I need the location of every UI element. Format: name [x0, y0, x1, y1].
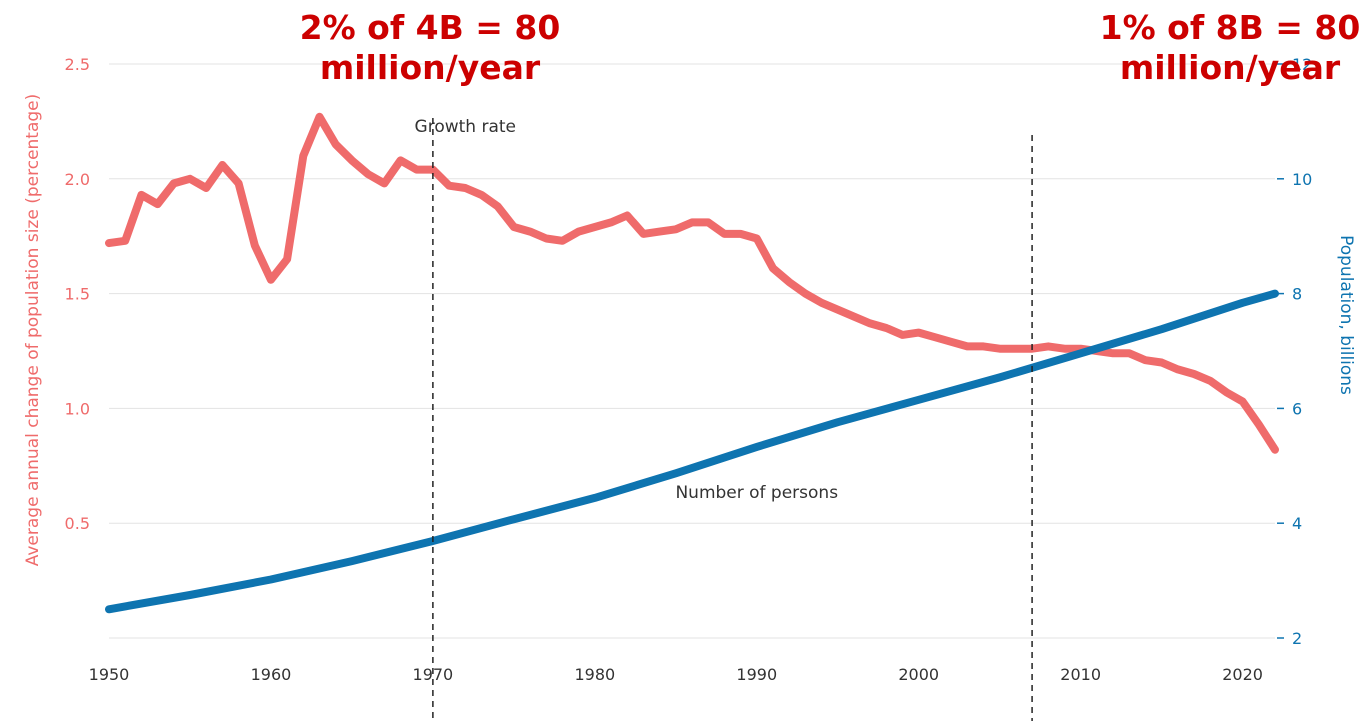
- x-tick-label: 2020: [1222, 665, 1263, 684]
- right-tick-label: 12: [1292, 55, 1312, 74]
- callout-2022-line2: million/year: [1119, 48, 1341, 87]
- year-markers: [432, 118, 1033, 721]
- x-tick-label: 1980: [574, 665, 615, 684]
- callout-1970-line2: million/year: [319, 48, 541, 87]
- left-tick-label: 2.5: [65, 55, 90, 74]
- left-tick-label: 1.5: [65, 285, 90, 304]
- x-tick-label: 1970: [413, 665, 454, 684]
- callout-2022-line1: 1% of 8B = 80: [1099, 8, 1361, 47]
- left-axis-ticks: 2.5 2.0 1.5 1.0 0.5: [65, 55, 90, 533]
- right-tick-label: 10: [1292, 170, 1312, 189]
- x-tick-label: 1960: [251, 665, 292, 684]
- population-series-label: Number of persons: [675, 483, 838, 503]
- growth-rate-line: [105, 112, 1279, 454]
- left-tick-label: 2.0: [65, 170, 90, 189]
- left-tick-label: 1.0: [65, 399, 90, 418]
- left-axis-label: Average annual change of population size…: [23, 94, 43, 567]
- right-tick-label: 4: [1292, 514, 1302, 533]
- x-tick-label: 1990: [736, 665, 777, 684]
- right-tick-label: 8: [1292, 285, 1302, 304]
- right-axis-label: Population, billions: [1336, 235, 1356, 395]
- callout-1970: 2% of 4B = 80 million/year: [240, 8, 620, 88]
- x-tick-label: 2010: [1060, 665, 1101, 684]
- callout-1970-line1: 2% of 4B = 80: [299, 8, 561, 47]
- right-tick-label: 2: [1292, 629, 1302, 648]
- population-line: [105, 289, 1279, 614]
- right-axis-ticks: 12 10 8 6 4 2: [1277, 55, 1312, 648]
- x-axis-ticks: 1950 1960 1970 1980 1990 2000 2010 2020: [89, 665, 1263, 684]
- x-tick-label: 1950: [89, 665, 130, 684]
- growth-rate-series-label: Growth rate: [415, 117, 516, 137]
- right-tick-label: 6: [1292, 399, 1302, 418]
- left-tick-label: 0.5: [65, 514, 90, 533]
- callout-2022: 1% of 8B = 80 million/year: [1080, 8, 1370, 88]
- x-tick-label: 2000: [898, 665, 939, 684]
